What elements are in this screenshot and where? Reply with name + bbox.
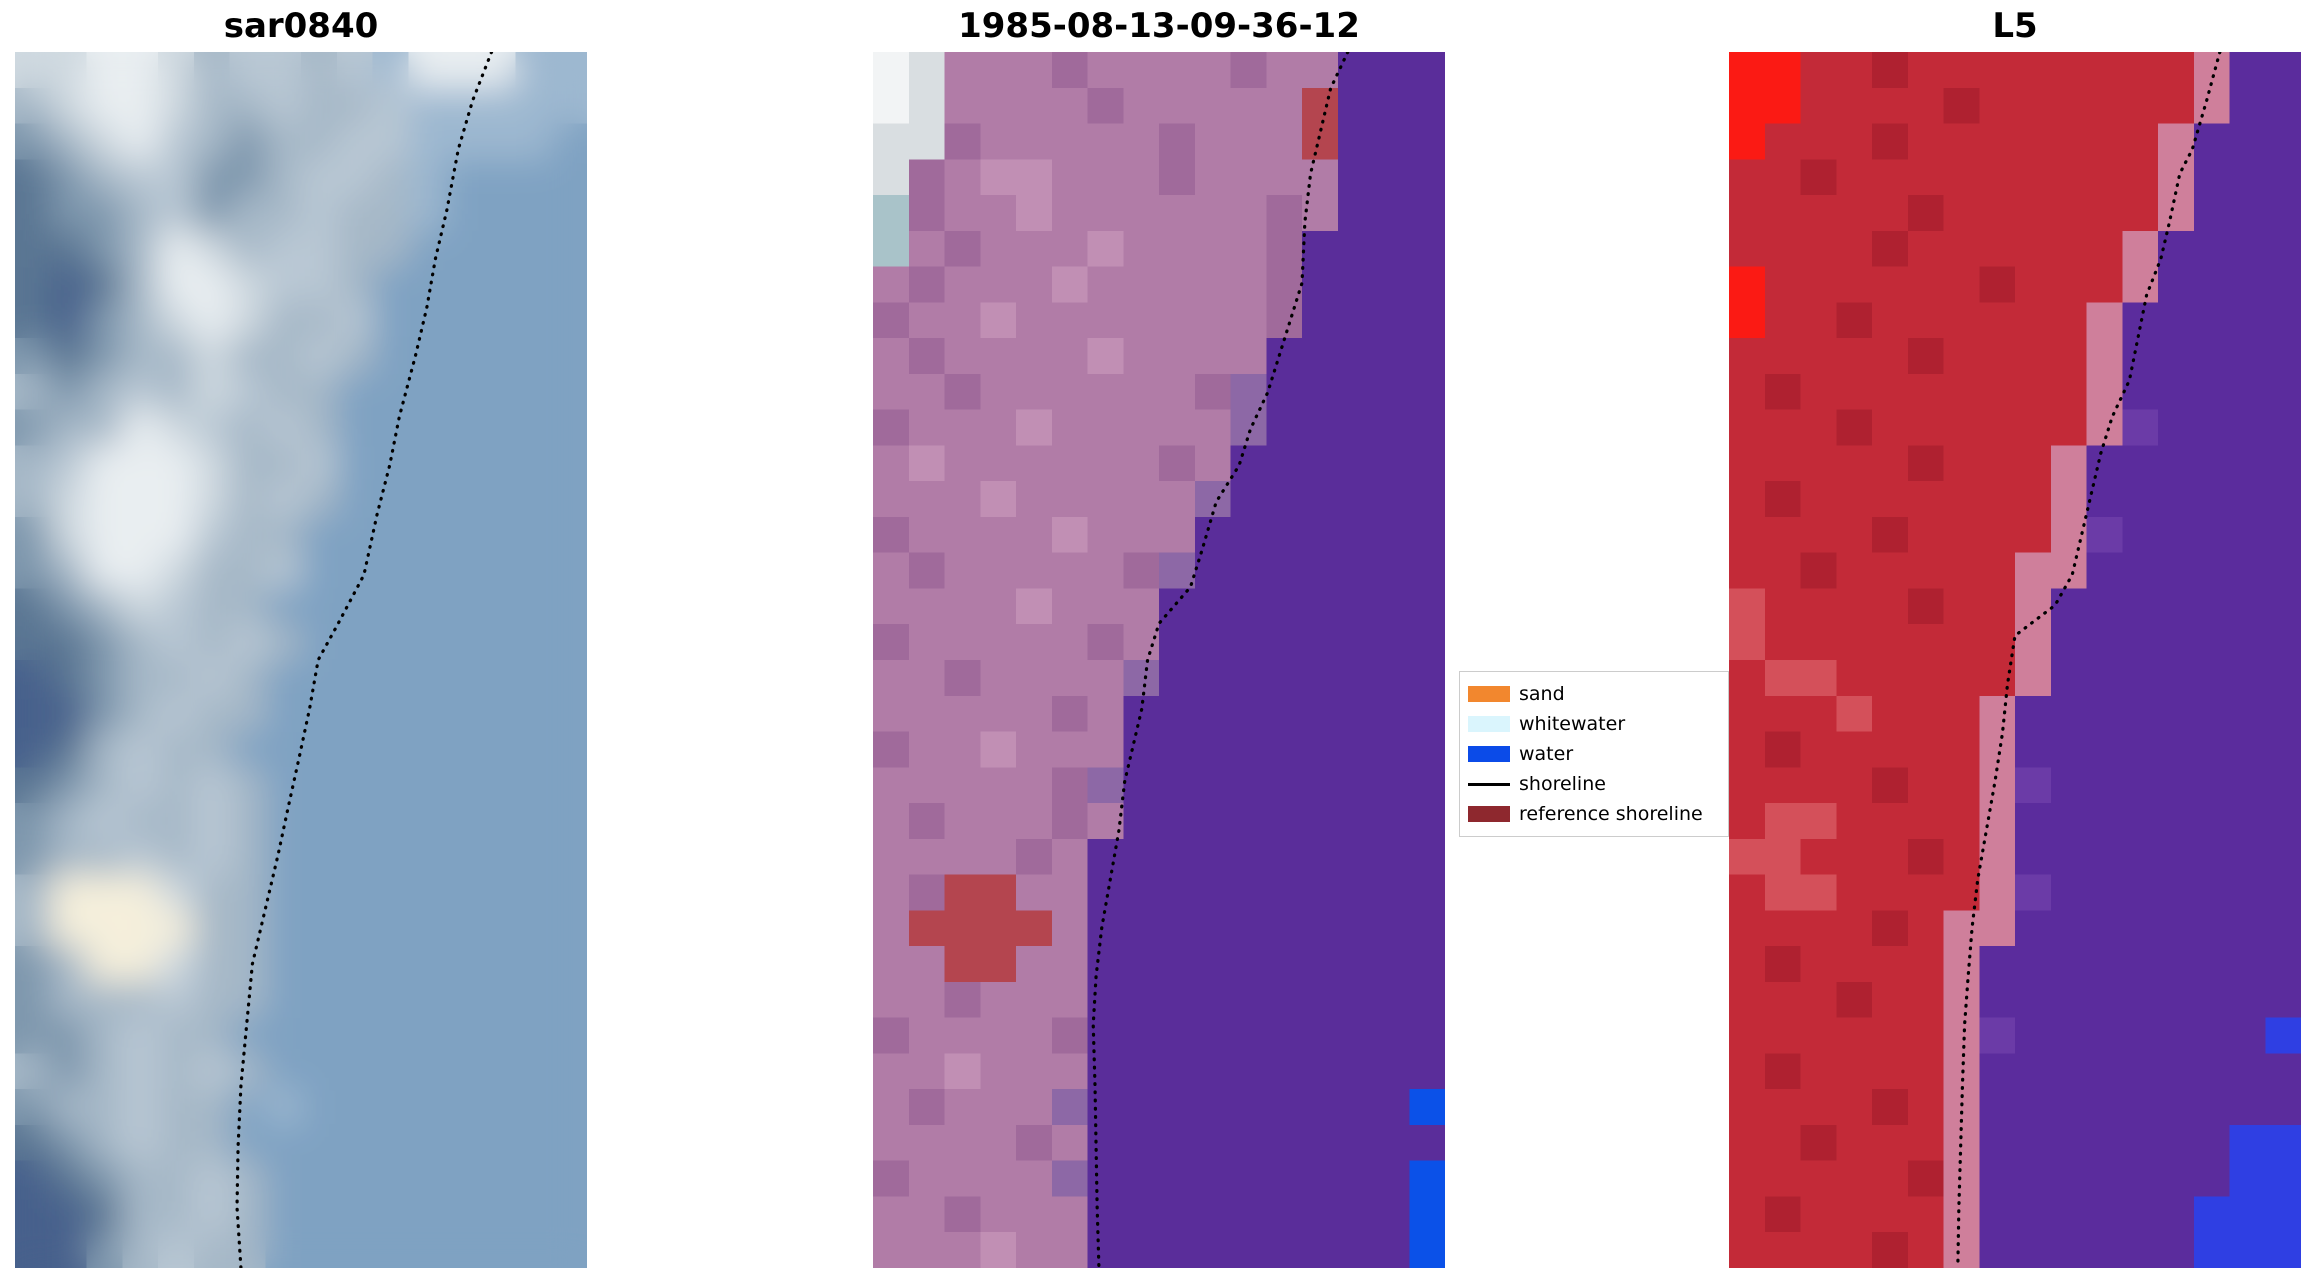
panel-classified-1985: 1985-08-13-09-36-12 [873, 0, 1445, 1283]
legend-item: sand [1468, 679, 1720, 709]
legend-label: reference shoreline [1519, 803, 1703, 825]
legend-swatch-whitewater [1468, 716, 1510, 732]
legend-label: water [1519, 743, 1574, 765]
satellite-image-sar [15, 52, 587, 1268]
image-raster [873, 52, 1445, 1268]
legend-item: reference shoreline [1468, 799, 1720, 829]
panel-sar0840: sar0840 [15, 0, 587, 1283]
image-raster [1729, 52, 2301, 1268]
legend-label: whitewater [1519, 713, 1626, 735]
panel-title: 1985-08-13-09-36-12 [958, 6, 1360, 46]
legend-item: shoreline [1468, 769, 1720, 799]
legend-item: whitewater [1468, 709, 1720, 739]
shoreline-dots [1091, 52, 1350, 1268]
shoreline-dots [1956, 52, 2222, 1268]
panel-l5: L5 [1729, 0, 2301, 1283]
legend-swatch-sand [1468, 686, 1510, 702]
legend-label: shoreline [1519, 773, 1606, 795]
satellite-image-classified [873, 52, 1445, 1268]
legend-line-glyph [1468, 782, 1510, 786]
panel-title: L5 [1992, 6, 2038, 46]
legend-swatch-reference-shoreline [1468, 806, 1510, 822]
shoreline-dots [235, 52, 494, 1268]
satellite-image-l5 [1729, 52, 2301, 1268]
legend-swatch-water [1468, 746, 1510, 762]
legend-label: sand [1519, 683, 1565, 705]
legend-swatch-shoreline [1468, 776, 1510, 792]
panel-title: sar0840 [223, 6, 379, 46]
image-raster [15, 52, 587, 1268]
legend: sand whitewater water shoreline reference sh… [1459, 671, 1729, 837]
legend-item: water [1468, 739, 1720, 769]
